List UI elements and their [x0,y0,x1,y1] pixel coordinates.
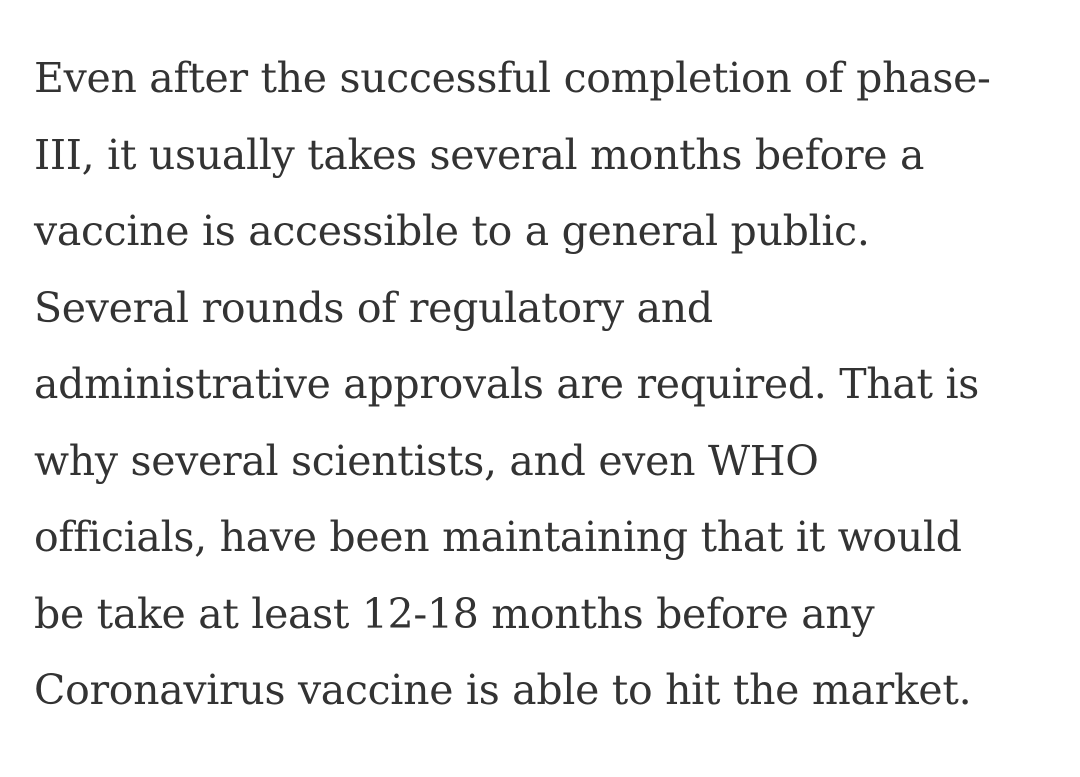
paragraph-line: Even after the successful completion of … [34,54,991,102]
paragraph-line: III, it usually takes several months bef… [34,130,925,179]
article-paragraph: Even after the successful completion of … [34,40,1074,729]
paragraph-line: Coronavirus vaccine is able to hit the m… [34,666,972,714]
paragraph-line: Several rounds of regulatory and [34,283,713,332]
paragraph-line: administrative approvals are required. T… [34,360,980,408]
paragraph-line: vaccine is accessible to a general publi… [34,207,870,255]
paragraph-line: officials, have been maintaining that it… [34,513,962,561]
paragraph-line: why several scientists, and even WHO [34,436,819,485]
paragraph-line: be take at least 12-18 months before any [34,589,875,638]
